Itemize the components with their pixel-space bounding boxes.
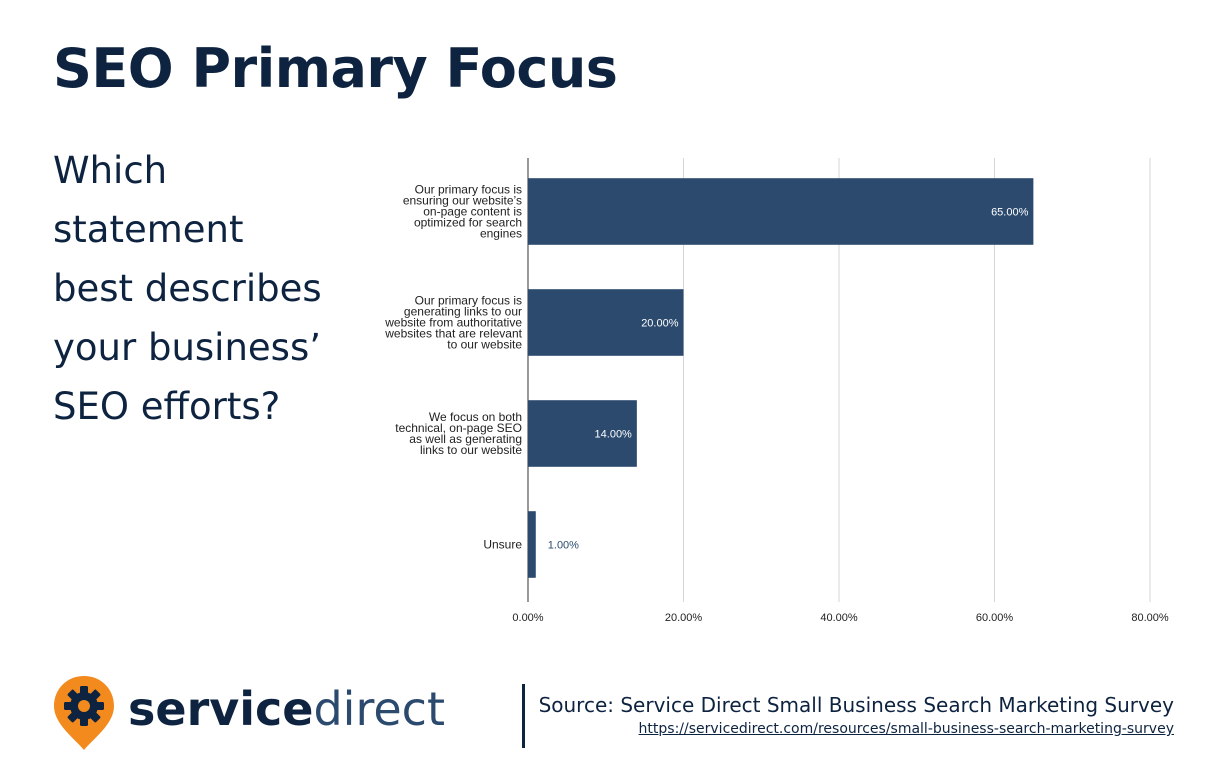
bar bbox=[528, 511, 536, 578]
page-title: SEO Primary Focus bbox=[53, 37, 618, 100]
location-gear-icon bbox=[54, 676, 114, 750]
question-line: Which bbox=[53, 149, 168, 192]
question-line: SEO efforts? bbox=[53, 385, 281, 428]
category-label-line: generating links to our bbox=[404, 305, 522, 319]
category-label-line: Our primary focus is bbox=[415, 183, 522, 197]
logo: servicedirect bbox=[52, 674, 445, 752]
category-label-line: on-page content is bbox=[423, 205, 522, 219]
source-text: Source: Service Direct Small Business Se… bbox=[538, 693, 1174, 717]
x-tick-label: 0.00% bbox=[512, 612, 543, 624]
question-line: statement bbox=[53, 208, 244, 251]
data-label: 20.00% bbox=[641, 318, 679, 330]
question-line: best describes bbox=[53, 267, 322, 310]
x-tick-label: 80.00% bbox=[1131, 612, 1169, 624]
brand-direct: direct bbox=[313, 682, 445, 736]
category-label-line: optimized for search bbox=[414, 216, 522, 230]
brand-service: service bbox=[128, 682, 314, 736]
category-label-line: ensuring our website’s bbox=[403, 194, 522, 208]
bar bbox=[528, 400, 637, 467]
brand-wordmark: servicedirect bbox=[128, 686, 445, 732]
category-label-line: links to our website bbox=[420, 443, 522, 457]
data-label: 65.00% bbox=[991, 207, 1029, 219]
category-label: Unsure bbox=[483, 538, 522, 552]
bar bbox=[528, 289, 684, 356]
category-label-line: Our primary focus is bbox=[415, 294, 522, 308]
category-label-line: Unsure bbox=[483, 538, 522, 552]
category-label: Our primary focus is generating links to … bbox=[384, 294, 522, 352]
category-label-line: website from authoritative bbox=[384, 316, 522, 330]
survey-question: Which statement best describes your busi… bbox=[53, 141, 343, 436]
category-label: Our primary focus is ensuring our website… bbox=[403, 183, 522, 241]
category-label-line: technical, on-page SEO bbox=[395, 421, 522, 435]
category-label-line: We focus on both bbox=[429, 410, 522, 424]
question-line: your business’ bbox=[53, 326, 321, 369]
source-block: Source: Service Direct Small Business Se… bbox=[539, 693, 1174, 737]
category-label-line: engines bbox=[480, 227, 522, 241]
footer-divider bbox=[522, 684, 525, 748]
category-label-line: to our website bbox=[447, 338, 522, 352]
category-label-line: websites that are relevant bbox=[384, 327, 522, 341]
bar bbox=[528, 178, 1034, 245]
category-label: We focus on both technical, on-page SEO as… bbox=[395, 410, 522, 457]
x-tick-label: 40.00% bbox=[820, 612, 858, 624]
category-label-line: as well as generating bbox=[409, 432, 522, 446]
x-tick-label: 20.00% bbox=[665, 612, 703, 624]
bar-chart: 0.00% 20.00% 40.00% 60.00% 80.00% 65.00% Our p… bbox=[384, 158, 1169, 624]
x-tick-label: 60.00% bbox=[976, 612, 1014, 624]
source-link[interactable]: https://servicedirect.com/resources/smal… bbox=[638, 721, 1174, 737]
data-label: 14.00% bbox=[595, 429, 633, 441]
data-label: 1.00% bbox=[548, 540, 579, 552]
